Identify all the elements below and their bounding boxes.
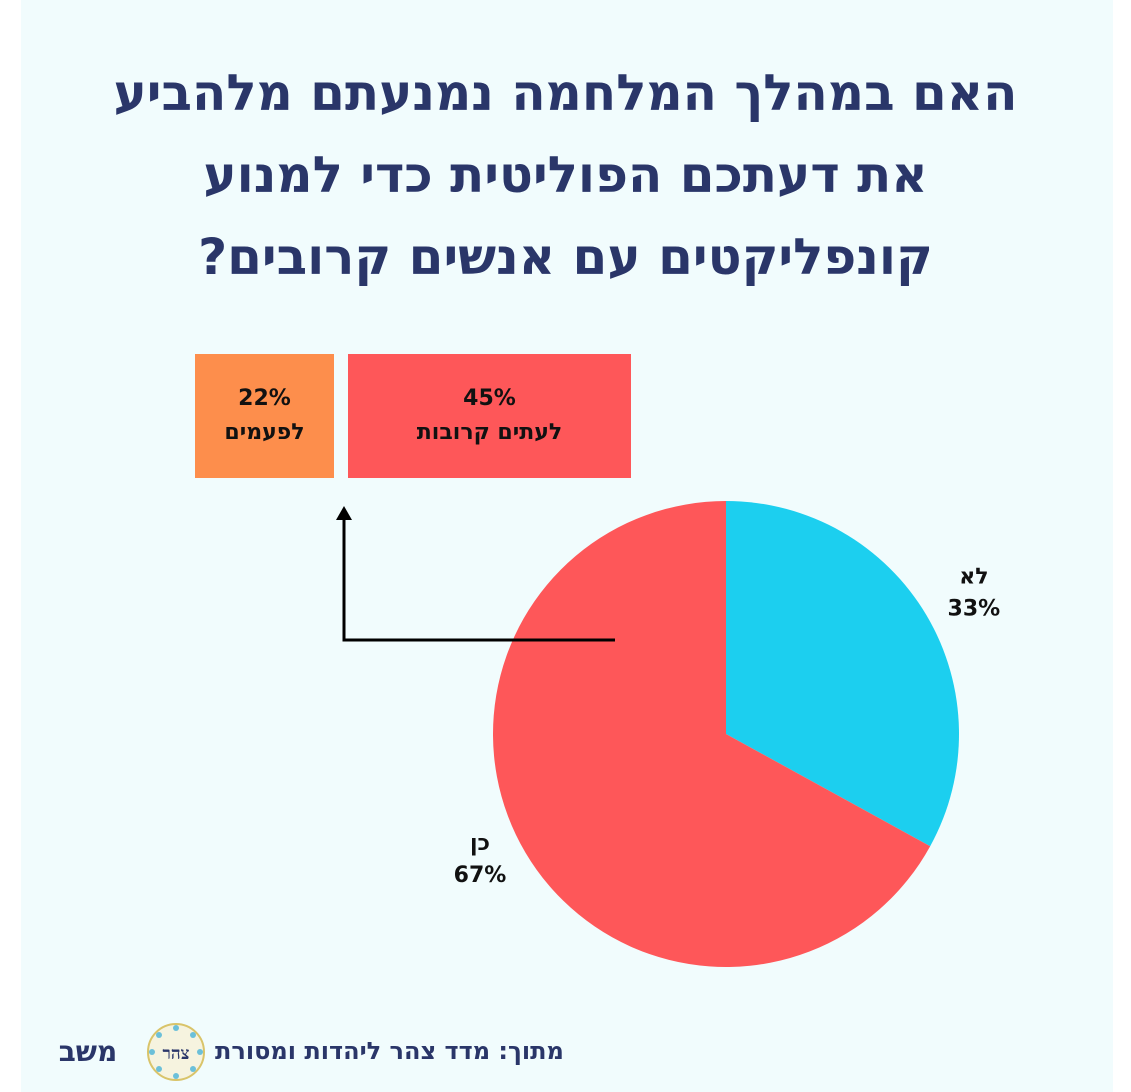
pie-slice-0: [726, 501, 959, 847]
pie-chart: לא 33% כן 67%: [336, 501, 1001, 968]
title-line-1: האם במהלך המלחמה נמנעתם מלהביע: [113, 64, 1018, 122]
source-note: מתוך: מדד צהר ליהדות ומסורת: [215, 1037, 564, 1065]
breakdown-often-value: 45%: [463, 386, 516, 411]
pie-value-label-1: 67%: [454, 863, 507, 888]
pie-label-0: לא: [959, 564, 988, 589]
breakdown-sometimes-label: לפעמים: [224, 420, 305, 445]
breakdown-connector-arrow: [342, 518, 615, 642]
pie-slice-1: [493, 501, 931, 968]
pie-labels: לא 33% כן 67%: [454, 564, 1001, 888]
zohar-logo-text: צהר: [162, 1044, 189, 1064]
mashav-logo-text: משב: [59, 1035, 118, 1068]
pie-value-label-0: 33%: [948, 596, 1001, 621]
connector-arrowhead: [336, 506, 352, 520]
chart-title: האם במהלך המלחמה נמנעתם מלהביע את דעתכם …: [0, 52, 1131, 298]
title-line-3: קונפליקטים עם אנשים קרובים?: [198, 228, 933, 286]
breakdown-box-often: 45% לעתים קרובות: [348, 354, 631, 478]
pie-slices: [493, 501, 959, 968]
background-panel: [21, 0, 1113, 1092]
mashav-logo: משב: [59, 1035, 118, 1068]
title-line-2: את דעתכם הפוליטית כדי למנוע: [203, 146, 928, 204]
pie-label-1: כן: [470, 831, 490, 856]
zohar-logo: צהר: [147, 1023, 205, 1081]
breakdown-sometimes-value: 22%: [238, 386, 291, 411]
breakdown-box-sometimes: 22% לפעמים: [195, 354, 334, 478]
breakdown-often-label: לעתים קרובות: [416, 420, 563, 445]
